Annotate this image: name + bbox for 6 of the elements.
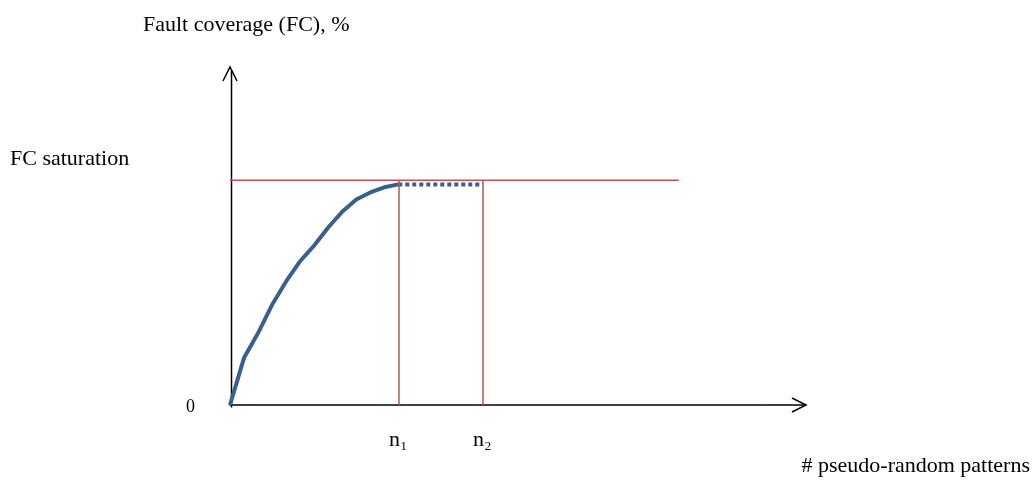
x-tick-label: n₁: [388, 425, 408, 451]
text: FC saturation: [10, 144, 130, 170]
x-axis-title: # pseudo-random patterns: [801, 451, 1030, 477]
text: 0: [186, 396, 195, 416]
x-tick-label: n₂: [473, 425, 492, 451]
text: Fault coverage (FC), %: [143, 10, 350, 36]
